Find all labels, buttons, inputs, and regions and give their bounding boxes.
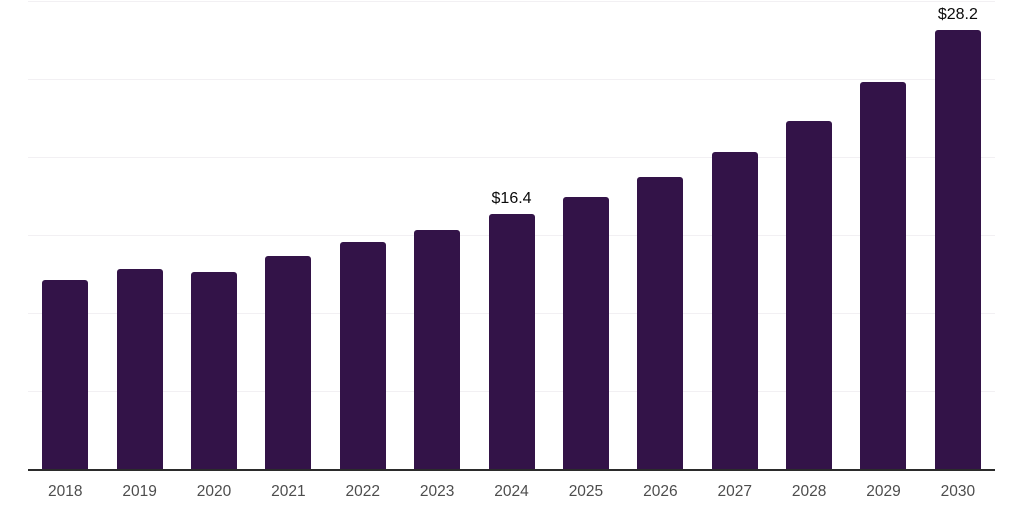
bar-band-2020: [177, 2, 251, 470]
x-tick-2029: 2029: [866, 483, 901, 500]
x-tick-2022: 2022: [345, 483, 380, 500]
x-tick-2018: 2018: [47, 483, 83, 500]
x-tick-2028: 2028: [791, 483, 827, 500]
gridline-25: [28, 79, 995, 80]
bar-band-2029: [846, 2, 920, 470]
bars-container: $16.4 $28.2: [28, 2, 995, 470]
bar-value-label-2030: $28.2: [937, 6, 978, 24]
x-axis-line: [28, 469, 995, 471]
bar-2029: [860, 81, 907, 470]
x-tick-2020: 2020: [196, 483, 232, 500]
bar-band-2023: [400, 2, 474, 470]
bar-2020: [190, 271, 237, 470]
bar-2025: [562, 197, 609, 470]
x-tick-2027: 2027: [717, 483, 752, 500]
bar-2026: [637, 176, 684, 470]
bar-2023: [414, 229, 461, 470]
bar-2030: [934, 30, 981, 470]
bar-band-2025: [549, 2, 623, 470]
x-axis-tick-labels: 2018 2019 2020 2021 2022 2023 2024 2025 2026 2027…: [28, 471, 995, 500]
x-tick-2024: 2024: [494, 483, 529, 500]
x-tick-2019: 2019: [122, 483, 157, 500]
bar-2028: [786, 120, 833, 470]
bar-band-2018: [28, 2, 102, 470]
bar-2022: [339, 242, 386, 470]
bar-band-2024: $16.4: [474, 2, 548, 470]
x-tick-2023: 2023: [419, 483, 455, 500]
bar-band-2028: [772, 2, 846, 470]
bar-2021: [265, 256, 312, 470]
gridline-20: [28, 157, 995, 158]
bar-band-2022: [326, 2, 400, 470]
plot-area: $16.4 $28.2: [28, 1, 995, 471]
bar-value-label-2024: $16.4: [491, 190, 532, 208]
x-tick-2021: 2021: [271, 483, 306, 500]
bar-band-2030: $28.2: [921, 2, 995, 470]
bar-band-2027: [698, 2, 772, 470]
bar-2019: [116, 268, 163, 470]
bar-2024: [488, 214, 535, 470]
x-tick-2026: 2026: [643, 483, 678, 500]
bar-2027: [711, 151, 758, 470]
bar-2018: [42, 279, 89, 470]
x-tick-2030: 2030: [940, 483, 976, 500]
bar-band-2026: [623, 2, 697, 470]
bar-band-2021: [251, 2, 325, 470]
x-tick-2025: 2025: [568, 483, 604, 500]
gridline-30: [28, 1, 995, 2]
bar-band-2019: [102, 2, 176, 470]
